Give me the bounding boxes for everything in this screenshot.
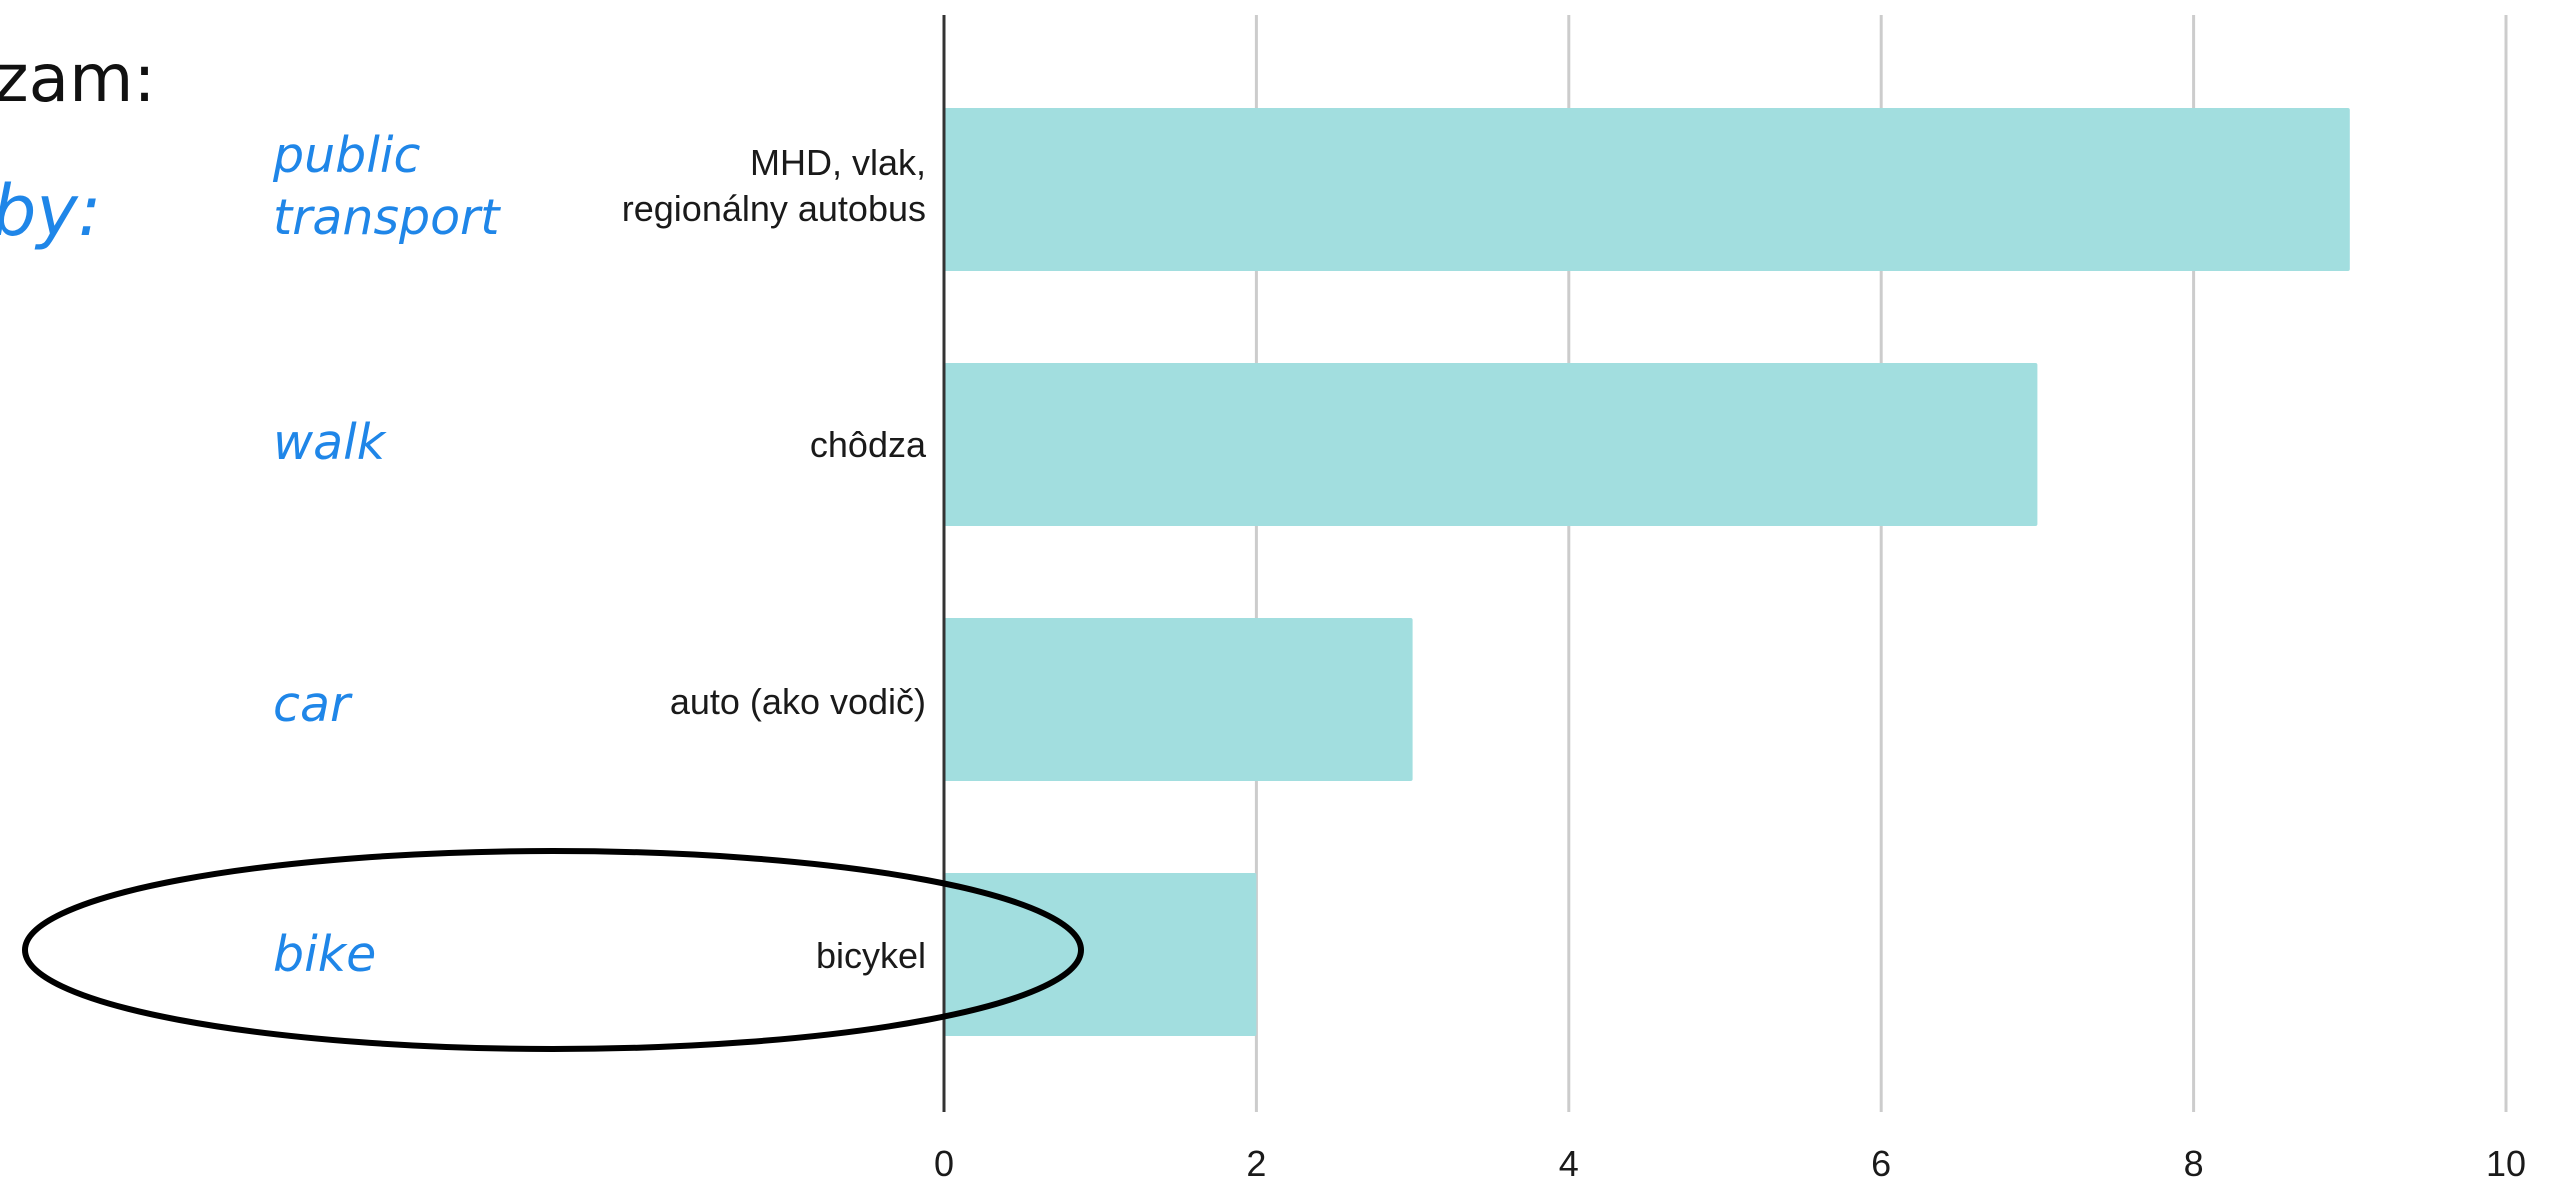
tick-labels: 0 2 4 6 8 10 xyxy=(934,1143,2526,1184)
x-tick-label: 8 xyxy=(2184,1143,2204,1184)
english-label-bike: bike xyxy=(273,926,377,983)
category-label-walk: chôdza xyxy=(809,424,926,465)
x-tick-label: 10 xyxy=(2486,1143,2526,1184)
english-label-car: car xyxy=(273,676,351,733)
x-tick-label: 0 xyxy=(934,1143,954,1184)
bar xyxy=(944,618,1413,781)
heading-line-1: zam: xyxy=(0,40,156,117)
x-tick-label: 6 xyxy=(1871,1143,1891,1184)
category-label-car: auto (ako vodič) xyxy=(669,681,926,722)
bar xyxy=(944,108,2350,271)
category-label-bike: bicykel xyxy=(815,935,926,976)
category-label-public-transport: MHD, vlak, regionálny autobus xyxy=(621,142,926,229)
bar xyxy=(944,363,2038,526)
heading-line-2: by: xyxy=(0,170,102,252)
english-label-public-transport: public transport xyxy=(273,127,500,246)
x-tick-label: 2 xyxy=(1246,1143,1266,1184)
bars xyxy=(944,108,2350,1036)
highlight-ellipse xyxy=(22,848,1084,1052)
x-tick-label: 4 xyxy=(1559,1143,1579,1184)
english-label-walk: walk xyxy=(273,414,386,471)
